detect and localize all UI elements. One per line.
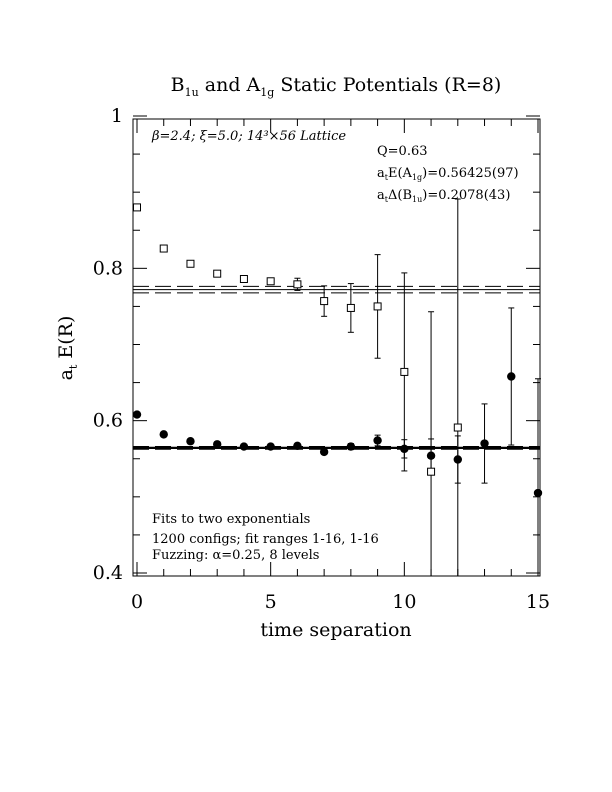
a1g-point — [266, 442, 275, 451]
fuzzing-annotation: Fuzzing: α=0.25, 8 levels — [152, 548, 319, 563]
b1u-point — [427, 467, 436, 476]
delta-annotation: atΔ(B1u)=0.2078(43) — [377, 188, 510, 204]
chart-title: B1u and A1g Static Potentials (R=8) — [171, 74, 502, 99]
a1g-point — [480, 439, 489, 448]
b1u-point — [266, 277, 275, 286]
a1g-point — [533, 488, 543, 498]
a1g-point — [507, 372, 516, 381]
configs-annotation: 1200 configs; fit ranges 1-16, 1-16 — [152, 532, 379, 547]
energy-sub-t: t — [385, 173, 389, 182]
x-tick-label: 0 — [131, 591, 143, 613]
energy-annotation: atE(A1g)=0.56425(97) — [377, 166, 519, 182]
b1u-point — [133, 203, 141, 212]
fits-annotation: Fits to two exponentials — [152, 512, 310, 527]
b1u-point — [346, 303, 355, 312]
delta-value: )=0.2078(43) — [422, 188, 510, 203]
y-tick-label: 1 — [111, 105, 123, 127]
b1u-point — [400, 367, 409, 376]
a1g-point — [213, 440, 222, 449]
a1g-point — [319, 447, 329, 457]
b1u-point — [293, 280, 302, 289]
title-part-and: and A — [199, 74, 261, 96]
lattice-annotation: β=2.4; ξ=5.0; 14³×56 Lattice — [151, 129, 346, 144]
b1u-point — [453, 423, 462, 432]
title-part-end: Static Potentials (R=8) — [274, 74, 501, 96]
a1g-point — [132, 410, 142, 419]
delta-sub-1u: 1u — [412, 195, 422, 204]
a1g-point — [293, 441, 302, 451]
a1g-point — [239, 442, 249, 451]
x-tick-label: 15 — [526, 591, 550, 613]
fit-lines — [133, 285, 540, 450]
y-tick-label: 0.6 — [93, 410, 123, 432]
a1g-point — [373, 436, 382, 445]
axis-tick-labels: 0 5 10 15 0.4 0.6 0.8 1 — [93, 105, 550, 613]
b1u-point — [320, 297, 329, 306]
data-points — [132, 198, 543, 576]
a1g-point — [186, 437, 195, 446]
b1u-point — [159, 244, 168, 253]
x-tick-label: 5 — [265, 591, 277, 613]
b1u-point — [213, 269, 222, 278]
energy-sub-1g: 1g — [412, 173, 422, 182]
b1u-point — [239, 274, 248, 283]
y-label-rest: E(R) — [55, 316, 77, 365]
y-tick-label: 0.4 — [93, 562, 123, 584]
plot-frame — [132, 118, 541, 577]
b1u-point — [373, 302, 382, 311]
x-tick-label: 10 — [392, 591, 416, 613]
x-axis-label: time separation — [260, 619, 411, 641]
q-annotation: Q=0.63 — [377, 144, 428, 159]
energy-value: )=0.56425(97) — [422, 166, 518, 181]
b1u-point — [186, 259, 195, 268]
a1g-point — [346, 442, 356, 451]
y-tick-label: 0.8 — [93, 257, 123, 279]
energy-mid: E(A — [388, 166, 413, 181]
y-label-sub-t: t — [67, 364, 80, 369]
delta-a: a — [377, 188, 385, 203]
title-part-b: B — [171, 74, 185, 96]
title-sub-1u: 1u — [185, 86, 199, 99]
delta-sub-t: t — [385, 195, 389, 204]
delta-mid: Δ(B — [388, 188, 412, 203]
y-axis-label: at E(R) — [55, 316, 80, 381]
a1g-point — [159, 430, 168, 439]
y-label-a: a — [55, 369, 77, 380]
energy-a: a — [377, 166, 385, 181]
title-sub-1g: 1g — [260, 86, 274, 99]
axis-ticks — [133, 115, 540, 576]
